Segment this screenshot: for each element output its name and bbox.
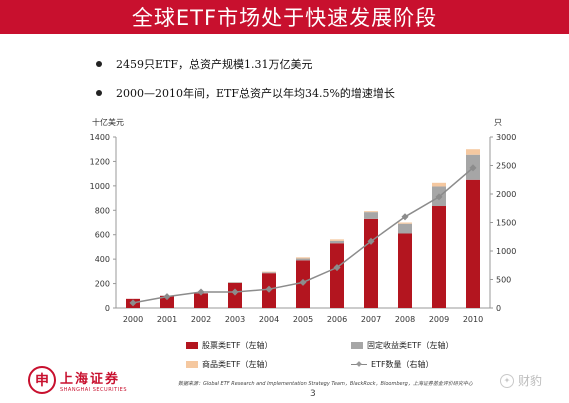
legend-item-fixed-income: 固定收益类ETF（左轴）	[351, 338, 516, 353]
page-number: 3	[310, 389, 316, 399]
watermark-text: 财豹	[518, 374, 543, 388]
bullet-text: 2459只ETF，总资产规模1.31万亿美元	[116, 58, 313, 71]
bar-segment	[398, 223, 412, 234]
logo-text: 上海证券 SHANGHAI SECURITIES	[60, 368, 127, 393]
y-right-tick-label: 2000	[496, 190, 516, 199]
bar-segment	[330, 239, 344, 241]
bar-segment	[194, 293, 208, 308]
y-right-tick-label: 1000	[496, 247, 516, 256]
bar-segment	[364, 218, 378, 308]
etf-count-point	[299, 278, 307, 286]
x-tick-label: 2006	[327, 315, 347, 324]
bar-segment	[432, 182, 446, 187]
etf-count-point	[265, 285, 273, 293]
bar-segment	[262, 272, 276, 274]
legend-item-count: ETF数量（右轴）	[351, 357, 516, 372]
bar-segment	[466, 179, 480, 308]
page-title: 全球ETF市场处于快速发展阶段	[131, 6, 438, 30]
bullet-text: 2000—2010年间，ETF总资产以年均34.5%的增速增长	[116, 87, 395, 100]
legend-label-count: ETF数量（右轴）	[371, 360, 434, 369]
x-tick-label: 2004	[259, 315, 279, 324]
legend-label-fixed-income: 固定收益类ETF（左轴）	[367, 341, 454, 350]
etf-count-point	[469, 164, 477, 172]
legend-line-icon	[351, 361, 367, 368]
y-left-axis-label: 十亿美元	[92, 117, 124, 127]
x-tick-label: 2003	[225, 315, 245, 324]
logo-name-en: SHANGHAI SECURITIES	[60, 386, 128, 393]
bar-segment	[296, 258, 310, 261]
etf-count-point	[197, 288, 205, 296]
bullet-list: 2459只ETF，总资产规模1.31万亿美元 2000—2010年间，ETF总资…	[96, 52, 395, 110]
bar-segment	[262, 271, 276, 273]
y-left-tick-label: 800	[95, 206, 110, 215]
y-right-tick-label: 0	[496, 304, 501, 313]
legend-label-commodity: 商品类ETF（左轴）	[202, 360, 273, 369]
chart-legend: 股票类ETF（左轴） 固定收益类ETF（左轴） 商品类ETF（左轴） ETF数量…	[186, 338, 516, 372]
bar-segment	[296, 257, 310, 259]
y-left-tick-label: 1200	[90, 157, 110, 166]
company-logo: 申 上海证券 SHANGHAI SECURITIES	[28, 366, 127, 394]
bar-segment	[330, 243, 344, 308]
x-tick-label: 2000	[123, 315, 143, 324]
legend-swatch-commodity	[186, 361, 198, 368]
y-left-tick-label: 1000	[90, 182, 110, 191]
bar-segment	[432, 206, 446, 308]
y-right-axis-label: 只	[494, 118, 502, 127]
x-tick-label: 2002	[191, 315, 211, 324]
bullet-dot-icon	[96, 61, 102, 67]
bar-segment	[330, 240, 344, 244]
x-tick-label: 2007	[361, 315, 381, 324]
logo-mark-icon: 申	[28, 366, 56, 394]
y-right-tick-label: 2500	[496, 162, 516, 171]
bar-segment	[228, 282, 242, 283]
bar-segment	[398, 222, 412, 224]
etf-count-point	[231, 288, 239, 296]
bar-segment	[364, 211, 378, 213]
etf-count-point	[163, 293, 171, 301]
legend-label-equity: 股票类ETF（左轴）	[202, 341, 273, 350]
bar-segment	[466, 149, 480, 155]
x-tick-label: 2001	[157, 315, 177, 324]
watermark-paw-icon: ✦	[500, 373, 514, 388]
bar-segment	[364, 212, 378, 219]
etf-count-point	[367, 237, 375, 245]
title-banner: 全球ETF市场处于快速发展阶段	[0, 0, 569, 34]
etf-count-point	[435, 193, 443, 201]
y-left-tick-label: 200	[95, 280, 110, 289]
data-source-note: 数据来源：Global ETF Research and Implementat…	[178, 381, 473, 387]
y-right-tick-label: 3000	[496, 133, 516, 142]
y-left-tick-label: 600	[95, 231, 110, 240]
legend-item-commodity: 商品类ETF（左轴）	[186, 357, 351, 372]
legend-item-equity: 股票类ETF（左轴）	[186, 338, 351, 353]
x-tick-label: 2008	[395, 315, 415, 324]
y-right-tick-label: 1500	[496, 219, 516, 228]
x-tick-label: 2005	[293, 315, 313, 324]
logo-name-cn: 上海证券	[60, 371, 121, 387]
y-left-tick-label: 400	[95, 255, 110, 264]
bullet-item: 2000—2010年间，ETF总资产以年均34.5%的增速增长	[96, 81, 395, 105]
y-left-tick-label: 1400	[90, 133, 110, 142]
bullet-dot-icon	[96, 90, 102, 96]
y-right-tick-label: 500	[496, 276, 511, 285]
etf-count-point	[401, 213, 409, 221]
x-tick-label: 2009	[429, 315, 449, 324]
bullet-item: 2459只ETF，总资产规模1.31万亿美元	[96, 52, 395, 76]
watermark: ✦ 财豹	[500, 372, 542, 389]
etf-count-point	[129, 299, 137, 307]
legend-swatch-fixed-income	[351, 342, 363, 349]
etf-count-point	[333, 263, 341, 272]
bar-segment	[160, 295, 174, 308]
y-left-tick-label: 0	[105, 304, 110, 313]
legend-swatch-equity	[186, 342, 198, 349]
x-tick-label: 2010	[463, 315, 483, 324]
bar-segment	[398, 233, 412, 308]
